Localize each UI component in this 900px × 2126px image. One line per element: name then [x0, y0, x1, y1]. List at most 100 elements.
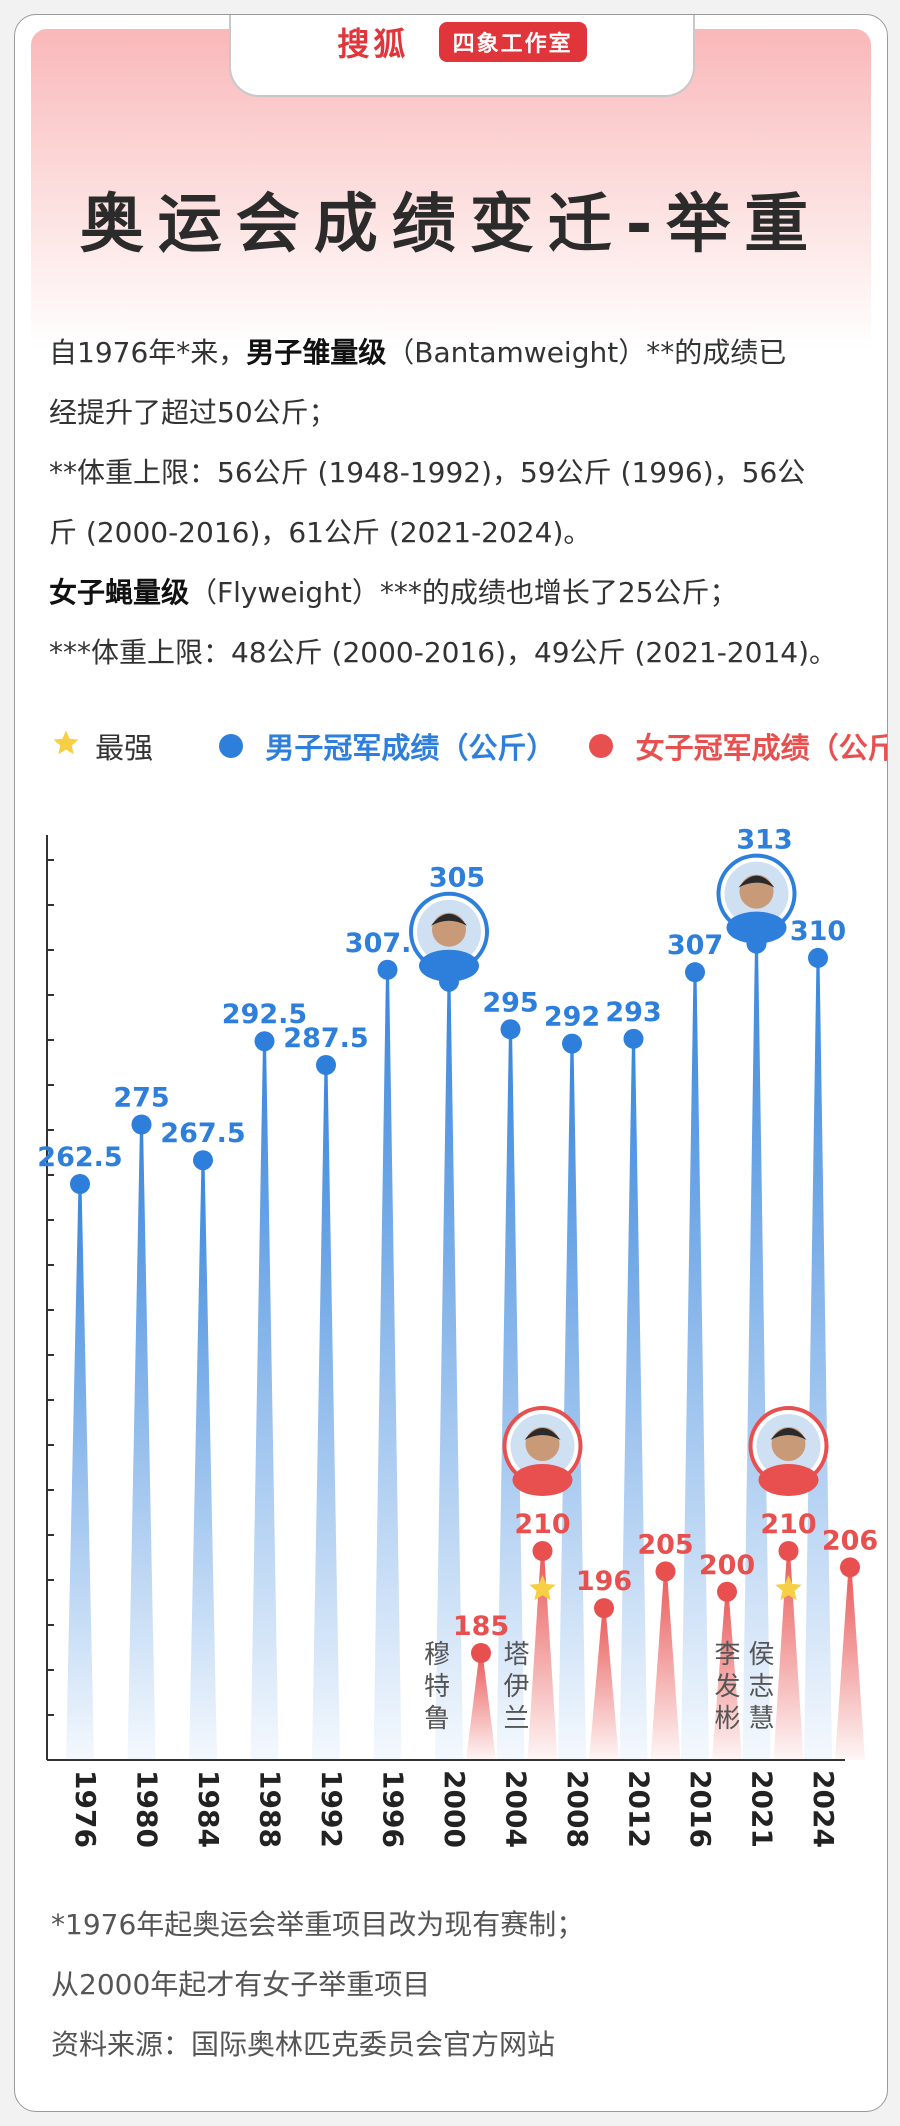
men-bar — [250, 1041, 279, 1760]
men-value-label: 310 — [790, 916, 846, 947]
men-bar — [373, 969, 402, 1760]
men-point — [131, 1114, 152, 1135]
intro-bold: 女子蝇量级 — [49, 576, 190, 609]
men-value-label: 262.5 — [37, 1142, 122, 1173]
portrait-shoulders — [419, 949, 479, 982]
portrait-shoulders — [512, 1464, 573, 1496]
men-value-label: 287.5 — [283, 1023, 368, 1054]
chart-legend: 最强 男子冠军成绩（公斤） 女子冠军成绩（公斤） — [51, 725, 887, 767]
x-tick-label: 2008 — [561, 1770, 594, 1848]
x-tick-label: 1976 — [69, 1770, 102, 1848]
men-point — [193, 1150, 213, 1171]
x-tick-label: 1988 — [254, 1770, 287, 1848]
legend-best-label: 最强 — [95, 731, 154, 765]
source-note: 资料来源：国际奥林匹克委员会官方网站 — [51, 2028, 556, 2061]
infographic-card: 搜狐 四象工作室 奥运会成绩变迁-举重 自1976年*来，男子雏量级（Banta… — [14, 14, 888, 2112]
men-bar — [189, 1160, 217, 1760]
athlete-name-char: 志 — [748, 1672, 774, 1702]
brand-tab: 搜狐 四象工作室 — [229, 15, 695, 97]
star-icon — [51, 728, 81, 765]
women-point — [655, 1561, 676, 1582]
x-tick-label: 2024 — [807, 1770, 840, 1848]
men-point — [439, 971, 459, 992]
men-value-label: 295 — [482, 987, 538, 1018]
women-bar — [712, 1591, 742, 1760]
women-point — [471, 1643, 491, 1663]
axis-layer: 1976 1980 1984 1988 1992 1996 2000 2004 2008 2012… — [46, 835, 845, 1848]
athlete-portrait-icon — [748, 1406, 829, 1496]
men-bar — [681, 972, 709, 1760]
women-value-label: 185 — [453, 1611, 509, 1642]
women-value-label: 196 — [576, 1566, 632, 1597]
results-chart: 1976 1980 1984 1988 1992 1996 2000 2004 2008 2012… — [37, 825, 878, 1848]
women-value-label: 200 — [699, 1550, 755, 1581]
men-bar — [127, 1124, 156, 1760]
athlete-name-char: 塔 — [503, 1640, 529, 1670]
men-bar — [496, 1029, 525, 1760]
footnote-1: *1976年起奥运会举重项目改为现有赛制； — [51, 1908, 585, 1941]
women-value-label: 206 — [822, 1525, 878, 1556]
x-tick-label: 2016 — [684, 1770, 717, 1848]
x-tick-label: 1996 — [377, 1770, 410, 1848]
x-tick-label: 1984 — [192, 1770, 225, 1848]
men-bar — [742, 943, 771, 1760]
men-bar — [312, 1065, 340, 1760]
athlete-name-char: 慧 — [748, 1704, 774, 1734]
men-value-label: 313 — [736, 825, 792, 856]
women-point — [532, 1541, 553, 1561]
portrait-shoulders — [726, 911, 787, 944]
intro-line: 女子蝇量级（Flyweight）***的成绩也增长了25公斤； — [49, 563, 879, 623]
men-bar — [435, 981, 463, 1760]
portrait-hair — [770, 1428, 807, 1440]
portrait-hair — [738, 875, 775, 888]
sohu-logo: 搜狐 — [337, 25, 410, 63]
x-tick-label: 1992 — [315, 1770, 348, 1848]
men-point — [562, 1033, 582, 1054]
men-bar — [558, 1043, 586, 1760]
men-value-label: 292.5 — [222, 999, 307, 1030]
best-star-icon — [775, 1575, 802, 1601]
athlete-portrait-icon — [502, 1406, 583, 1496]
intro-line: **体重上限：56公斤 (1948-1992)，59公斤 (1996)，56公 — [49, 456, 806, 489]
portrait-shoulders — [758, 1464, 819, 1496]
women-bar — [773, 1551, 804, 1760]
x-tick-label: 1980 — [131, 1770, 164, 1848]
intro-text-span: 自1976年*来， — [49, 336, 247, 369]
women-point — [594, 1598, 614, 1619]
athlete-name-char: 侯 — [748, 1640, 774, 1670]
brand-bar: 搜狐 四象工作室 — [231, 19, 693, 65]
athlete-name-char: 特 — [424, 1672, 450, 1702]
men-point — [70, 1174, 90, 1194]
portrait-hair — [431, 913, 467, 926]
page-title: 奥运会成绩变迁-举重 — [79, 188, 823, 262]
women-value-label: 210 — [760, 1509, 816, 1540]
men-point — [685, 962, 705, 983]
intro-line: 经提升了超过50公斤； — [49, 396, 337, 429]
men-value-label: 305 — [429, 863, 485, 894]
athlete-name-char: 发 — [714, 1672, 740, 1702]
women-point — [778, 1541, 799, 1561]
intro-text-span: （Flyweight）***的成绩也增长了25公斤； — [189, 576, 738, 609]
women-value-label: 210 — [514, 1509, 570, 1540]
footnotes: *1976年起奥运会举重项目改为现有赛制； 从2000年起才有女子举重项目 资料… — [51, 1895, 584, 2075]
men-value-label: 293 — [605, 997, 661, 1028]
men-value-label: 292 — [544, 1002, 600, 1033]
men-point — [808, 947, 828, 968]
men-point — [377, 959, 398, 980]
men-dot-icon — [219, 734, 244, 758]
men-point — [500, 1019, 521, 1040]
bar-layer — [66, 943, 865, 1760]
women-point — [717, 1581, 737, 1602]
men-bar — [66, 1184, 94, 1760]
intro-line: 自1976年*来，男子雏量级（Bantamweight）**的成绩已 — [49, 323, 879, 383]
men-point — [316, 1055, 336, 1075]
athlete-portrait-icon — [716, 853, 797, 944]
men-point — [254, 1031, 275, 1052]
men-value-label: 267.5 — [160, 1118, 245, 1149]
women-bar — [466, 1653, 496, 1760]
women-bar — [589, 1608, 619, 1760]
athlete-name-char: 彬 — [714, 1704, 740, 1734]
women-bar — [835, 1567, 865, 1760]
studio-badge: 四象工作室 — [438, 22, 587, 62]
men-bar — [804, 957, 832, 1760]
